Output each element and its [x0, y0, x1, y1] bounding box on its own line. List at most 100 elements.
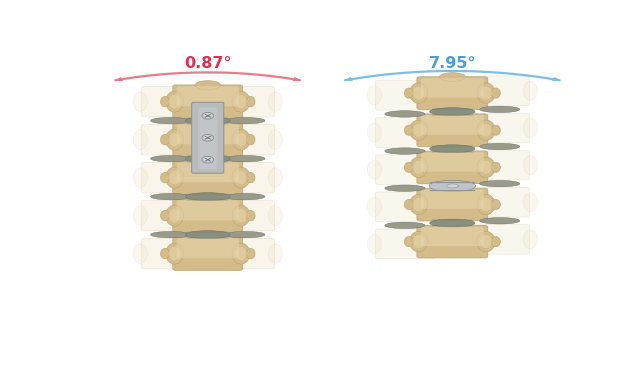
- Ellipse shape: [169, 247, 180, 260]
- FancyBboxPatch shape: [173, 85, 243, 118]
- Circle shape: [202, 156, 214, 163]
- Ellipse shape: [480, 180, 520, 187]
- Ellipse shape: [367, 197, 381, 216]
- Ellipse shape: [235, 133, 247, 147]
- Ellipse shape: [491, 88, 500, 98]
- Ellipse shape: [151, 232, 190, 238]
- Ellipse shape: [367, 234, 381, 253]
- Ellipse shape: [160, 210, 169, 221]
- FancyBboxPatch shape: [176, 86, 239, 106]
- FancyBboxPatch shape: [141, 86, 200, 117]
- Ellipse shape: [477, 232, 495, 252]
- FancyBboxPatch shape: [417, 188, 488, 221]
- Ellipse shape: [169, 133, 180, 147]
- Ellipse shape: [232, 205, 250, 226]
- Ellipse shape: [480, 143, 520, 150]
- Ellipse shape: [133, 168, 147, 187]
- Ellipse shape: [480, 217, 520, 224]
- Text: 7.95°: 7.95°: [428, 56, 476, 70]
- Circle shape: [204, 114, 209, 116]
- Ellipse shape: [491, 237, 500, 247]
- FancyBboxPatch shape: [173, 237, 243, 270]
- Polygon shape: [292, 77, 301, 81]
- FancyBboxPatch shape: [375, 118, 435, 147]
- Ellipse shape: [185, 155, 230, 162]
- Ellipse shape: [160, 134, 169, 145]
- Ellipse shape: [166, 91, 184, 112]
- Ellipse shape: [477, 83, 495, 103]
- Circle shape: [202, 112, 214, 119]
- Ellipse shape: [235, 171, 247, 184]
- Ellipse shape: [169, 95, 180, 108]
- Ellipse shape: [385, 222, 425, 229]
- Ellipse shape: [385, 185, 425, 191]
- Ellipse shape: [160, 173, 169, 183]
- FancyBboxPatch shape: [417, 114, 488, 147]
- Ellipse shape: [429, 180, 476, 191]
- Ellipse shape: [480, 198, 492, 211]
- Ellipse shape: [480, 124, 492, 137]
- FancyBboxPatch shape: [421, 78, 484, 98]
- Ellipse shape: [477, 194, 495, 215]
- FancyBboxPatch shape: [173, 161, 243, 194]
- FancyBboxPatch shape: [470, 187, 529, 217]
- Polygon shape: [344, 77, 353, 81]
- Ellipse shape: [367, 123, 381, 142]
- Ellipse shape: [446, 184, 458, 188]
- Ellipse shape: [491, 199, 500, 210]
- Ellipse shape: [133, 206, 147, 226]
- FancyBboxPatch shape: [470, 224, 529, 254]
- Ellipse shape: [413, 198, 424, 211]
- Ellipse shape: [268, 244, 282, 263]
- FancyBboxPatch shape: [375, 229, 435, 259]
- FancyBboxPatch shape: [176, 200, 239, 220]
- Ellipse shape: [523, 81, 537, 100]
- FancyBboxPatch shape: [192, 102, 224, 173]
- Ellipse shape: [523, 193, 537, 212]
- FancyBboxPatch shape: [198, 108, 217, 169]
- Ellipse shape: [480, 86, 492, 100]
- Ellipse shape: [430, 219, 475, 227]
- Ellipse shape: [225, 193, 265, 200]
- FancyBboxPatch shape: [173, 199, 243, 232]
- FancyBboxPatch shape: [141, 124, 200, 155]
- FancyBboxPatch shape: [421, 115, 484, 135]
- Ellipse shape: [477, 157, 495, 178]
- Ellipse shape: [410, 232, 428, 252]
- FancyBboxPatch shape: [173, 123, 243, 156]
- Polygon shape: [114, 77, 123, 81]
- Ellipse shape: [404, 199, 413, 210]
- Ellipse shape: [151, 118, 190, 124]
- Ellipse shape: [385, 148, 425, 154]
- Circle shape: [204, 158, 209, 160]
- Ellipse shape: [225, 155, 265, 162]
- Ellipse shape: [523, 155, 537, 174]
- Ellipse shape: [413, 161, 424, 174]
- Ellipse shape: [430, 145, 475, 153]
- Ellipse shape: [169, 209, 180, 222]
- Ellipse shape: [385, 111, 425, 117]
- Ellipse shape: [166, 205, 184, 226]
- Ellipse shape: [413, 124, 424, 137]
- Ellipse shape: [151, 193, 190, 200]
- Ellipse shape: [477, 120, 495, 140]
- Ellipse shape: [523, 118, 537, 137]
- FancyBboxPatch shape: [417, 151, 488, 184]
- Ellipse shape: [232, 167, 250, 188]
- FancyBboxPatch shape: [216, 162, 274, 193]
- Ellipse shape: [225, 232, 265, 238]
- FancyBboxPatch shape: [216, 200, 274, 231]
- FancyBboxPatch shape: [141, 200, 200, 231]
- Ellipse shape: [246, 134, 255, 145]
- Ellipse shape: [410, 83, 428, 103]
- Ellipse shape: [439, 73, 466, 81]
- FancyBboxPatch shape: [470, 113, 529, 143]
- Ellipse shape: [160, 96, 169, 107]
- Ellipse shape: [166, 129, 184, 150]
- Ellipse shape: [166, 167, 184, 188]
- Ellipse shape: [185, 231, 230, 239]
- Ellipse shape: [235, 209, 247, 222]
- FancyBboxPatch shape: [421, 152, 484, 172]
- Ellipse shape: [410, 157, 428, 178]
- Ellipse shape: [246, 173, 255, 183]
